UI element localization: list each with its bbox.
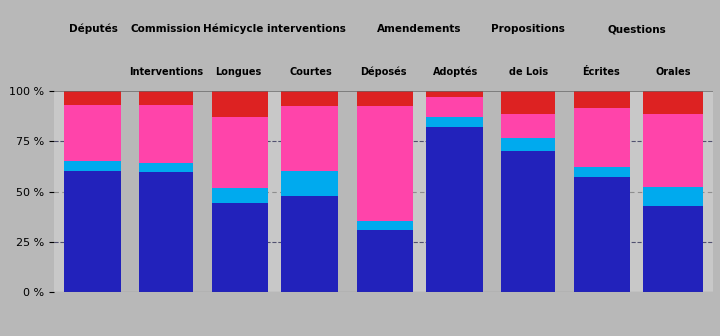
Text: Orales: Orales: [655, 67, 690, 77]
Bar: [193, 91, 212, 292]
Bar: [137, 91, 196, 105]
Bar: [426, 127, 485, 292]
Bar: [137, 163, 196, 172]
Bar: [209, 203, 269, 292]
Text: Courtes: Courtes: [289, 67, 333, 77]
Bar: [482, 91, 501, 292]
Bar: [64, 105, 124, 161]
Bar: [555, 91, 574, 292]
Bar: [643, 206, 703, 292]
Text: Adoptés: Adoptés: [433, 66, 478, 77]
Text: Hémicycle interventions: Hémicycle interventions: [203, 24, 346, 34]
Bar: [121, 91, 140, 292]
Bar: [64, 91, 124, 105]
Bar: [571, 177, 630, 292]
Text: Questions: Questions: [608, 24, 666, 34]
Bar: [354, 221, 413, 230]
Text: Longues: Longues: [215, 67, 262, 77]
Text: Propositions: Propositions: [491, 24, 565, 34]
Bar: [571, 91, 630, 108]
Text: Déposés: Déposés: [360, 66, 407, 77]
Text: de Lois: de Lois: [508, 67, 548, 77]
Bar: [426, 97, 485, 117]
Bar: [643, 114, 703, 187]
Bar: [498, 114, 558, 138]
Bar: [643, 187, 703, 206]
Bar: [137, 172, 196, 292]
Bar: [426, 117, 485, 127]
Bar: [643, 91, 703, 114]
Bar: [354, 106, 413, 221]
Bar: [498, 151, 558, 292]
Bar: [282, 91, 341, 106]
Bar: [64, 161, 124, 171]
Bar: [282, 106, 341, 171]
Bar: [354, 230, 413, 292]
Bar: [137, 105, 196, 163]
Text: Amendements: Amendements: [377, 24, 462, 34]
Bar: [571, 108, 630, 167]
Bar: [571, 167, 630, 177]
Bar: [209, 91, 269, 117]
Bar: [498, 91, 558, 114]
Bar: [338, 91, 356, 292]
Bar: [209, 117, 269, 188]
Text: Écrites: Écrites: [582, 67, 619, 77]
Bar: [354, 91, 413, 106]
Bar: [426, 91, 485, 97]
Bar: [64, 171, 124, 292]
Bar: [282, 196, 341, 292]
Bar: [282, 171, 341, 196]
Text: Commission: Commission: [131, 24, 202, 34]
Text: Interventions: Interventions: [129, 67, 203, 77]
Text: Députés: Députés: [69, 24, 118, 34]
Bar: [209, 188, 269, 203]
Bar: [498, 138, 558, 151]
